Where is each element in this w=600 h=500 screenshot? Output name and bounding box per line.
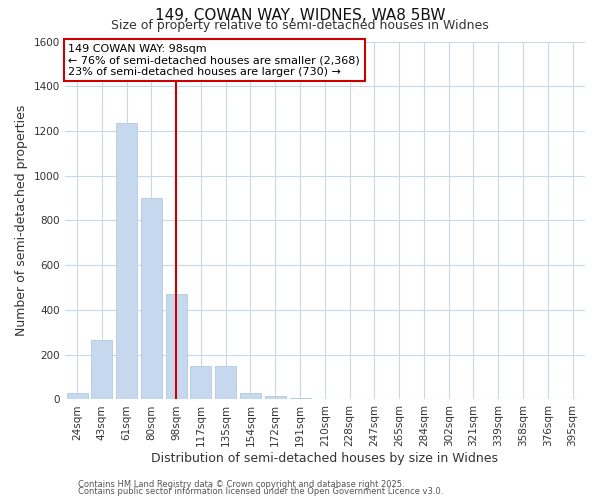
X-axis label: Distribution of semi-detached houses by size in Widnes: Distribution of semi-detached houses by …: [151, 452, 499, 465]
Bar: [215, 366, 236, 400]
Bar: [67, 392, 88, 400]
Text: 149 COWAN WAY: 98sqm
← 76% of semi-detached houses are smaller (2,368)
23% of se: 149 COWAN WAY: 98sqm ← 76% of semi-detac…: [68, 44, 360, 77]
Bar: [116, 123, 137, 400]
Bar: [190, 366, 211, 400]
Text: Contains HM Land Registry data © Crown copyright and database right 2025.: Contains HM Land Registry data © Crown c…: [78, 480, 404, 489]
Bar: [265, 396, 286, 400]
Text: Contains public sector information licensed under the Open Government Licence v3: Contains public sector information licen…: [78, 487, 443, 496]
Y-axis label: Number of semi-detached properties: Number of semi-detached properties: [15, 105, 28, 336]
Text: 149, COWAN WAY, WIDNES, WA8 5BW: 149, COWAN WAY, WIDNES, WA8 5BW: [155, 8, 445, 22]
Bar: [290, 398, 311, 400]
Bar: [91, 340, 112, 400]
Bar: [141, 198, 162, 400]
Bar: [166, 294, 187, 400]
Bar: [240, 392, 261, 400]
Text: Size of property relative to semi-detached houses in Widnes: Size of property relative to semi-detach…: [111, 18, 489, 32]
